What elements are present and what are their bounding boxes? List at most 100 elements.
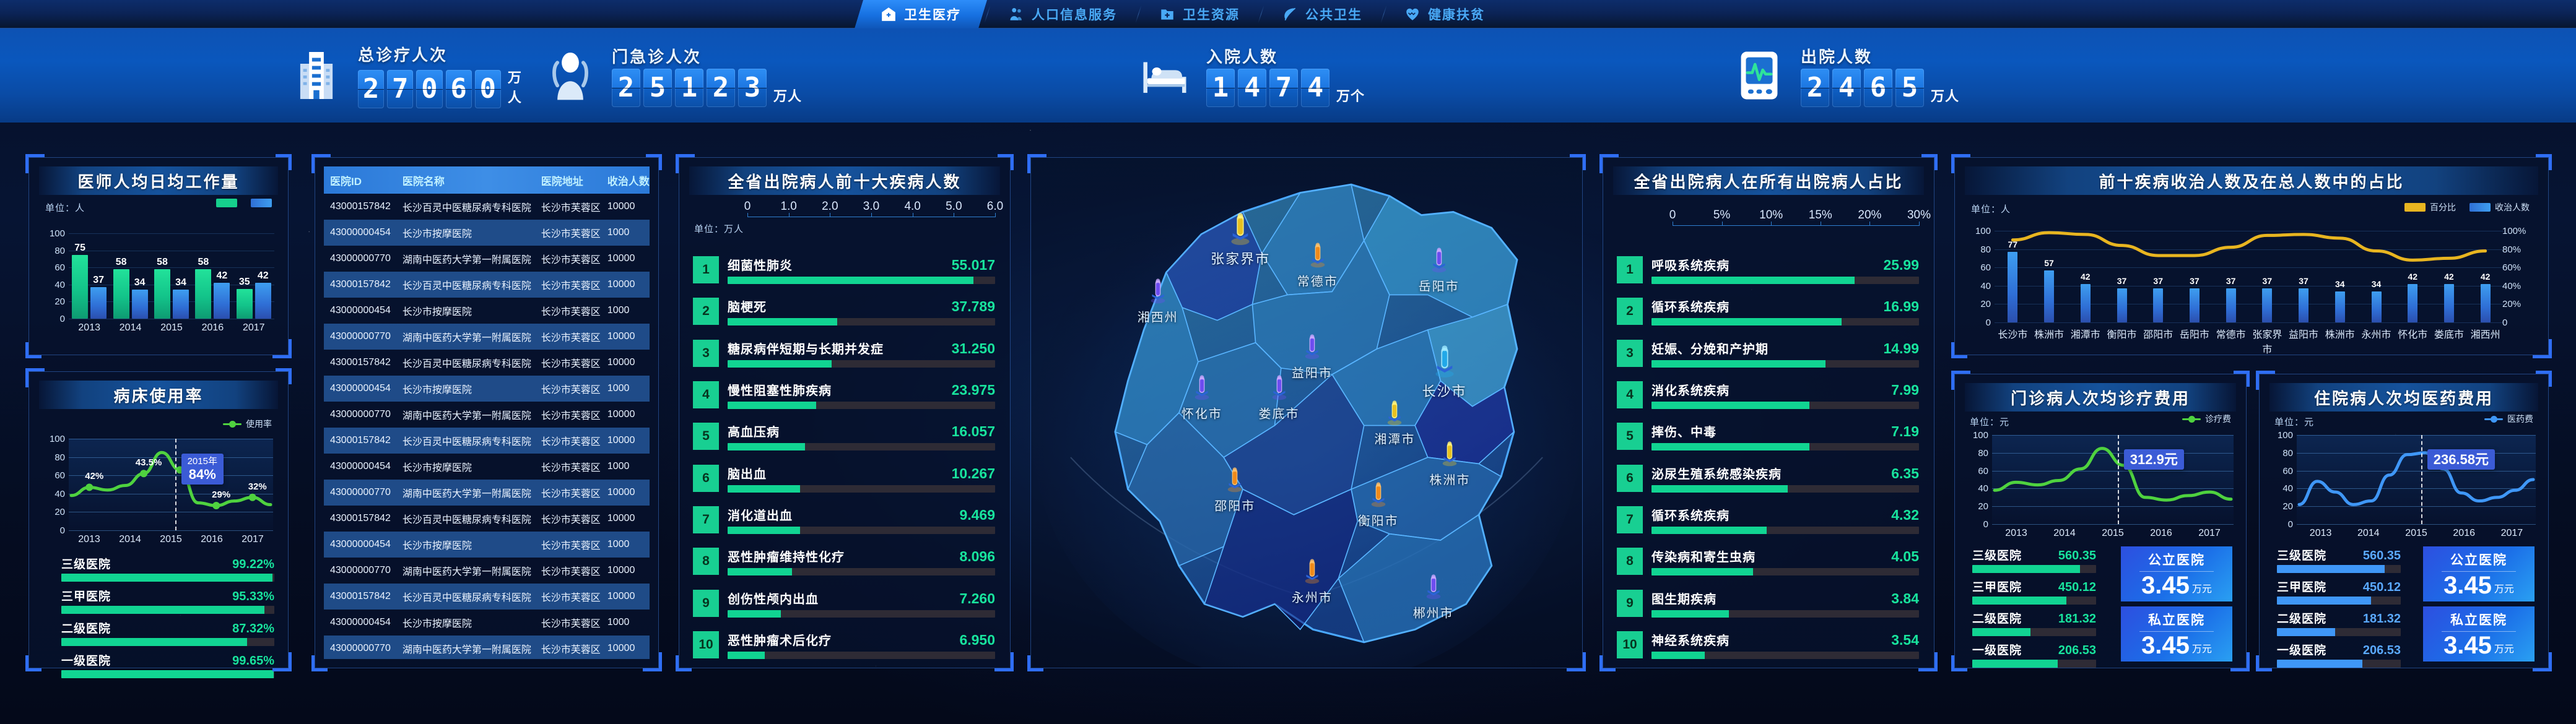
nav-tab-1[interactable]: 人口信息服务 bbox=[987, 0, 1138, 28]
table-row[interactable]: 43000000770 湖南中医药大学第一附属医院 长沙市芙蓉区 10000 bbox=[324, 558, 650, 584]
monitor-icon bbox=[1734, 48, 1785, 103]
nav-tab-4[interactable]: 健康扶贫 bbox=[1383, 0, 1506, 28]
hunan-map-svg[interactable] bbox=[1031, 158, 1582, 668]
map-marker-1[interactable]: 常德市 bbox=[1297, 241, 1338, 290]
kpi-digit: 5 bbox=[643, 68, 672, 107]
kpi-digit: 4 bbox=[1301, 68, 1329, 107]
y-tick-label: 100 bbox=[49, 434, 65, 444]
level-value: 560.35 bbox=[2058, 549, 2096, 562]
map-marker-4[interactable]: 益阳市 bbox=[1292, 332, 1333, 381]
x-tick-label: 2013 bbox=[2005, 528, 2027, 538]
plot-background bbox=[2297, 435, 2536, 524]
kpi-card-0: 总诊疗人次 2 7 0 6 0 万人 bbox=[0, 43, 521, 108]
table-row[interactable]: 43000157842 长沙百灵中医糖尿病专科医院 长沙市芙蓉区 10000 bbox=[324, 272, 650, 298]
map-marker-5[interactable]: 长沙市 bbox=[1422, 343, 1466, 400]
rank-bar-fill bbox=[1651, 443, 1809, 451]
rank-row: 1 细菌性肺炎 55.017 bbox=[693, 256, 995, 284]
table-row[interactable]: 43000157842 长沙百灵中医糖尿病专科医院 长沙市芙蓉区 10000 bbox=[324, 350, 650, 376]
map-marker-7[interactable]: 娄底市 bbox=[1259, 373, 1300, 422]
map-marker-9[interactable]: 株洲市 bbox=[1429, 439, 1470, 488]
map-marker-13[interactable]: 郴州市 bbox=[1413, 572, 1454, 621]
level-value: 450.12 bbox=[2362, 580, 2401, 594]
table-row[interactable]: 43000000770 湖南中医药大学第一附属医院 长沙市芙蓉区 10000 bbox=[324, 636, 650, 659]
table-cell: 43000000454 bbox=[330, 305, 391, 316]
table-cell: 43000157842 bbox=[330, 435, 391, 446]
panel-bed-usage: 病床使用率 使用率 0 20 40 60 80 100 2013 2014 2015 2016 20… bbox=[25, 368, 292, 678]
table-row[interactable]: 43000000454 长沙市按摩医院 长沙市芙蓉区 1000 bbox=[324, 532, 650, 558]
level-value: 206.53 bbox=[2058, 644, 2096, 657]
map-marker-8[interactable]: 湘潭市 bbox=[1374, 399, 1415, 447]
map-marker-3[interactable]: 湘西州 bbox=[1138, 276, 1178, 325]
level-bar-fill bbox=[2277, 597, 2371, 605]
table-row[interactable]: 43000000454 长沙市按摩医院 长沙市芙蓉区 1000 bbox=[324, 610, 650, 636]
marker-line bbox=[2421, 435, 2422, 524]
table-cell: 长沙市芙蓉区 bbox=[541, 255, 601, 265]
rank-row: 4 消化系统疾病 7.99 bbox=[1617, 381, 1919, 409]
table-cell: 长沙市芙蓉区 bbox=[541, 515, 601, 525]
y-tick-label: 80 bbox=[1978, 447, 1988, 459]
nav-tab-2[interactable]: 卫生资源 bbox=[1138, 0, 1261, 28]
table-row[interactable]: 43000000770 湖南中医药大学第一附属医院 长沙市芙蓉区 10000 bbox=[324, 324, 650, 350]
x-tick-label: 2017 bbox=[242, 534, 264, 545]
level-value: 95.33% bbox=[232, 590, 274, 603]
bar-value-label: 37 bbox=[2226, 276, 2236, 287]
table-row[interactable]: 43000000454 长沙市按摩医院 长沙市芙蓉区 1000 bbox=[324, 454, 650, 480]
rank-item-name: 脑梗死 bbox=[728, 301, 767, 315]
x-tick-label: 2013 bbox=[78, 534, 100, 545]
gridline bbox=[1995, 322, 2504, 323]
nav-tab-label: 卫生资源 bbox=[1183, 8, 1240, 22]
table-row[interactable]: 43000000770 湖南中医药大学第一附属医院 长沙市芙蓉区 10000 bbox=[324, 246, 650, 272]
nav-tab-3[interactable]: 公共卫生 bbox=[1261, 0, 1383, 28]
table-row[interactable]: 43000157842 长沙百灵中医糖尿病专科医院 长沙市芙蓉区 10000 bbox=[324, 194, 650, 220]
level-name: 三甲医院 bbox=[1972, 581, 2022, 594]
x-tick-label: 2017 bbox=[2500, 528, 2523, 538]
panel-hunan-map[interactable]: 张家界市 常德市 岳阳市 湘西州 益阳市 长沙市 怀化市 娄底市 bbox=[1027, 154, 1586, 671]
table-cell: 长沙百灵中医糖尿病专科医院 bbox=[402, 281, 531, 291]
table-row[interactable]: 43000000454 长沙市按摩医院 长沙市芙蓉区 1000 bbox=[324, 220, 650, 246]
legend-label: 诊疗费 bbox=[2205, 414, 2231, 424]
rank-bar-track bbox=[728, 651, 995, 659]
table-row[interactable]: 43000000770 湖南中医药大学第一附属医院 长沙市芙蓉区 10000 bbox=[324, 480, 650, 506]
x-tick-label: 2014 bbox=[2357, 528, 2380, 538]
map-marker-11[interactable]: 衡阳市 bbox=[1358, 480, 1399, 529]
y2-tick-label: 0 bbox=[2502, 317, 2508, 328]
map-marker-0[interactable]: 张家界市 bbox=[1211, 211, 1270, 268]
kpi-unit: 万人 bbox=[773, 88, 803, 104]
x-tick-label: 2015 bbox=[2102, 528, 2124, 538]
kpi-label: 出院人数 bbox=[1801, 47, 1873, 66]
map-marker-2[interactable]: 岳阳市 bbox=[1419, 246, 1460, 295]
map-marker-12[interactable]: 永州市 bbox=[1292, 556, 1333, 605]
table-cell: 1000 bbox=[607, 461, 630, 472]
chart-legend: 医药费 bbox=[2484, 413, 2533, 425]
table-cell: 10000 bbox=[607, 357, 635, 368]
gridline bbox=[1992, 506, 2234, 507]
table-header-row: 医院ID 医院名称 医院地址 收治人数 bbox=[324, 166, 650, 194]
nav-tab-label: 公共卫生 bbox=[1305, 8, 1362, 22]
table-row[interactable]: 43000000770 湖南中医药大学第一附属医院 长沙市芙蓉区 10000 bbox=[324, 402, 650, 428]
map-marker-10[interactable]: 邵阳市 bbox=[1214, 465, 1255, 514]
map-pin-icon bbox=[1230, 211, 1251, 246]
table-row[interactable]: 43000000454 长沙市按摩医院 长沙市芙蓉区 1000 bbox=[324, 376, 650, 402]
kpi-digit: 2 bbox=[358, 70, 385, 108]
table-cell: 43000157842 bbox=[330, 279, 391, 290]
people-icon bbox=[1008, 6, 1024, 22]
y-tick-label: 0 bbox=[59, 525, 65, 536]
y-tick-label: 100 bbox=[1972, 430, 1988, 441]
bar bbox=[214, 283, 230, 319]
hospital-table[interactable]: 医院ID 医院名称 医院地址 收治人数 43000157842 长沙百灵中医糖尿病专科医… bbox=[324, 166, 650, 659]
kpi-label: 门急诊人次 bbox=[612, 47, 702, 66]
table-row[interactable]: 43000000454 长沙市按摩医院 长沙市芙蓉区 1000 bbox=[324, 298, 650, 324]
map-marker-6[interactable]: 怀化市 bbox=[1181, 373, 1222, 422]
rank-item-value: 23.975 bbox=[951, 381, 995, 398]
rank-item-name: 神经系统疾病 bbox=[1651, 634, 1730, 648]
table-cell: 长沙市芙蓉区 bbox=[541, 567, 601, 577]
level-bar-track bbox=[1972, 628, 2096, 636]
table-row[interactable]: 43000157842 长沙百灵中医糖尿病专科医院 长沙市芙蓉区 10000 bbox=[324, 584, 650, 610]
y-tick-label: 20 bbox=[1978, 501, 1988, 512]
chart-tooltip: 2015年 84% bbox=[181, 453, 224, 485]
table-row[interactable]: 43000157842 长沙百灵中医糖尿病专科医院 长沙市芙蓉区 10000 bbox=[324, 506, 650, 532]
nav-tab-0[interactable]: 卫生医疗 bbox=[855, 0, 987, 28]
table-cell: 43000157842 bbox=[330, 357, 391, 368]
rank-bar-track bbox=[1651, 277, 1919, 284]
table-row[interactable]: 43000157842 长沙百灵中医糖尿病专科医院 长沙市芙蓉区 10000 bbox=[324, 428, 650, 454]
